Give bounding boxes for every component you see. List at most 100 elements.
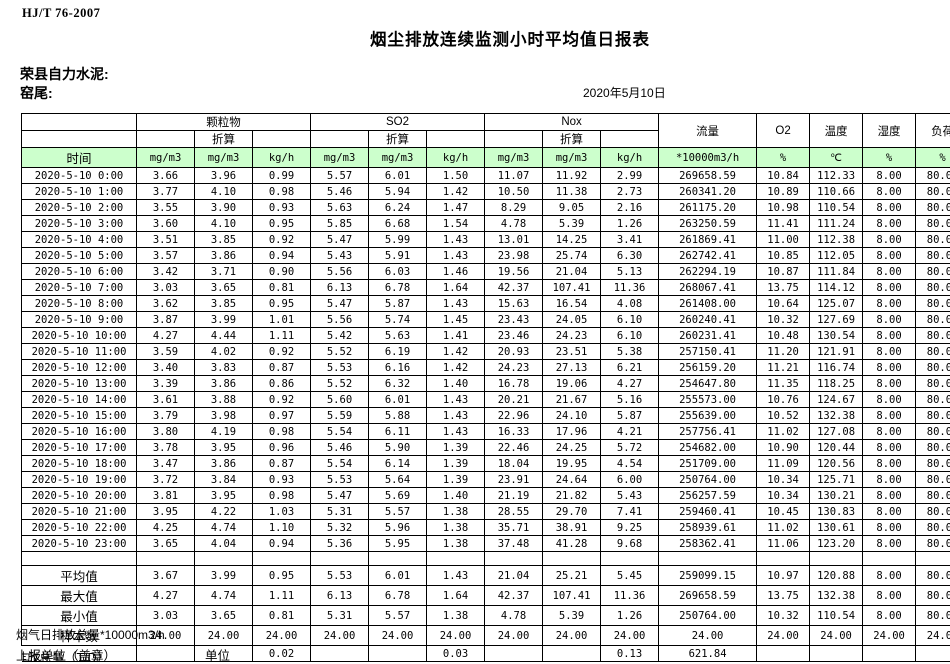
cell-so2-kgh: 1.42 [427, 184, 485, 200]
cell-flow: 250764.00 [659, 472, 757, 488]
cell-time: 2020-5-10 14:00 [22, 392, 137, 408]
cell-so2-kgh: 1.42 [427, 360, 485, 376]
cell-so2-kgh: 1.43 [427, 424, 485, 440]
cell-humidity: 8.00 [863, 376, 916, 392]
cell-so2-converted: 5.91 [369, 248, 427, 264]
cell-pm-kgh: 0.95 [253, 296, 311, 312]
cell-humidity: 8.00 [863, 328, 916, 344]
unit-pm-converted-mgm3: mg/m3 [195, 148, 253, 168]
header-group-humidity: 湿度 [863, 114, 916, 148]
summary-cell-nox-converted: 24.00 [543, 626, 601, 646]
summary-cell-so2-kgh: 1.43 [427, 566, 485, 586]
cell-pm-kgh: 0.87 [253, 456, 311, 472]
summary-cell-flow: 24.00 [659, 626, 757, 646]
cell-temperature: 125.71 [810, 472, 863, 488]
cell-humidity: 8.00 [863, 248, 916, 264]
cell-temperature: 120.56 [810, 456, 863, 472]
reporting-unit-label: 上报单位（盖章） [16, 645, 116, 664]
cell-temperature: 127.69 [810, 312, 863, 328]
cell-nox-converted: 24.10 [543, 408, 601, 424]
cell-so2-mgm3: 5.47 [311, 488, 369, 504]
cell-pm-mgm3: 3.77 [137, 184, 195, 200]
cell-so2-kgh: 1.43 [427, 296, 485, 312]
cell-humidity: 8.00 [863, 280, 916, 296]
cell-nox-mgm3: 37.48 [485, 536, 543, 552]
cell-o2: 10.85 [757, 248, 810, 264]
summary-cell-flow: 259099.15 [659, 566, 757, 586]
cell-nox-kgh: 5.38 [601, 344, 659, 360]
summary-cell-so2-mgm3: 24.00 [311, 626, 369, 646]
summary-cell-so2-kgh: 1.38 [427, 606, 485, 626]
cell-o2: 10.52 [757, 408, 810, 424]
cell-flow: 256257.59 [659, 488, 757, 504]
summary-cell-load: 80.00 [916, 606, 950, 626]
cell-spacer [137, 552, 195, 566]
cell-time: 2020-5-10 10:00 [22, 328, 137, 344]
cell-pm-mgm3: 3.78 [137, 440, 195, 456]
cell-humidity: 8.00 [863, 232, 916, 248]
daily-total-cell-pm-kgh: 0.02 [253, 646, 311, 662]
cell-pm-mgm3: 3.87 [137, 312, 195, 328]
cell-pm-kgh: 0.86 [253, 376, 311, 392]
cell-temperature: 125.07 [810, 296, 863, 312]
cell-nox-kgh: 9.25 [601, 520, 659, 536]
summary-cell-nox-converted: 25.21 [543, 566, 601, 586]
cell-temperature: 112.05 [810, 248, 863, 264]
summary-cell-so2-converted: 5.57 [369, 606, 427, 626]
cell-so2-kgh: 1.39 [427, 456, 485, 472]
cell-spacer [757, 552, 810, 566]
cell-humidity: 8.00 [863, 184, 916, 200]
cell-nox-mgm3: 4.78 [485, 216, 543, 232]
daily-total-cell-temperature [810, 646, 863, 662]
cell-time: 2020-5-10 4:00 [22, 232, 137, 248]
cell-so2-converted: 6.24 [369, 200, 427, 216]
summary-cell-pm-mgm3: 4.27 [137, 586, 195, 606]
cell-so2-kgh: 1.38 [427, 504, 485, 520]
cell-load: 80.00 [916, 456, 950, 472]
cell-time: 2020-5-10 11:00 [22, 344, 137, 360]
cell-spacer [543, 552, 601, 566]
subheader-pm-converted: 折算 [195, 131, 253, 148]
summary-cell-flow: 250764.00 [659, 606, 757, 626]
cell-nox-converted: 38.91 [543, 520, 601, 536]
cell-nox-converted: 41.28 [543, 536, 601, 552]
cell-so2-converted: 6.19 [369, 344, 427, 360]
summary-cell-o2: 10.97 [757, 566, 810, 586]
unit-so2-kgh: kg/h [427, 148, 485, 168]
unit-nox-mgm3: mg/m3 [485, 148, 543, 168]
cell-so2-mgm3: 5.36 [311, 536, 369, 552]
summary-cell-o2: 13.75 [757, 586, 810, 606]
cell-temperature: 110.66 [810, 184, 863, 200]
cell-o2: 11.02 [757, 520, 810, 536]
summary-cell-pm-kgh: 1.11 [253, 586, 311, 606]
cell-flow: 262294.19 [659, 264, 757, 280]
cell-nox-mgm3: 10.50 [485, 184, 543, 200]
cell-so2-kgh: 1.43 [427, 408, 485, 424]
cell-humidity: 8.00 [863, 168, 916, 184]
cell-nox-kgh: 11.36 [601, 280, 659, 296]
cell-load: 80.00 [916, 488, 950, 504]
cell-nox-kgh: 6.00 [601, 472, 659, 488]
cell-nox-converted: 24.25 [543, 440, 601, 456]
cell-nox-kgh: 6.10 [601, 328, 659, 344]
summary-cell-pm-kgh: 0.81 [253, 606, 311, 626]
cell-flow: 256159.20 [659, 360, 757, 376]
cell-pm-converted: 3.98 [195, 408, 253, 424]
summary-cell-humidity: 8.00 [863, 586, 916, 606]
cell-so2-kgh: 1.43 [427, 248, 485, 264]
daily-total-cell-so2-kgh: 0.03 [427, 646, 485, 662]
cell-nox-mgm3: 16.33 [485, 424, 543, 440]
summary-cell-nox-kgh: 11.36 [601, 586, 659, 606]
cell-load: 80.00 [916, 248, 950, 264]
cell-load: 80.00 [916, 184, 950, 200]
cell-nox-kgh: 2.73 [601, 184, 659, 200]
cell-pm-kgh: 0.92 [253, 232, 311, 248]
